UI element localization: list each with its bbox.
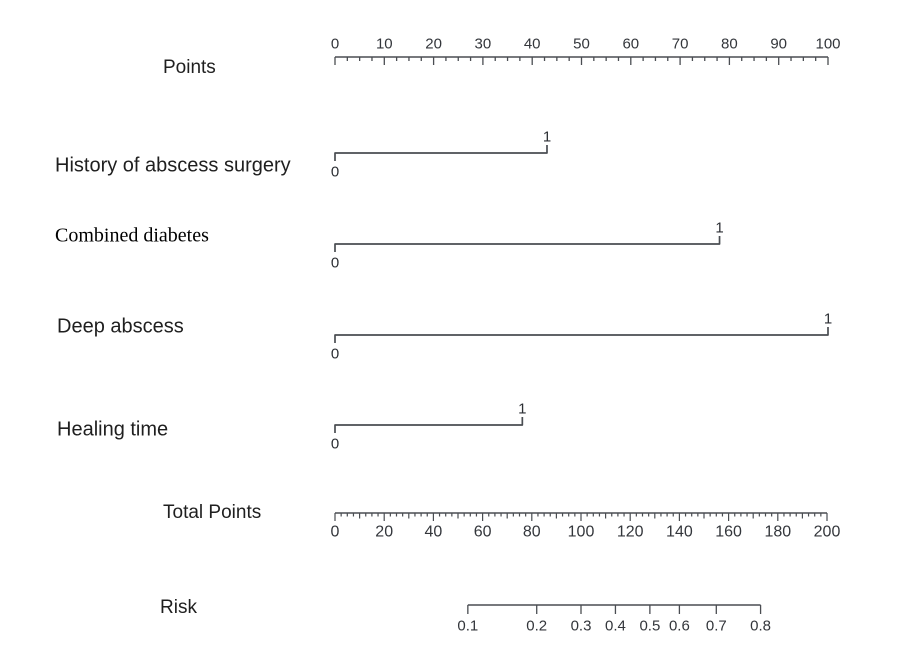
total-points-tick-label: 100 [568, 524, 595, 541]
variable-level-label-1: 1 [518, 401, 526, 418]
variable-level-label-1: 1 [824, 311, 832, 328]
risk-axis-tick-label: 0.1 [457, 618, 478, 635]
variable-level-label-0: 0 [331, 255, 339, 272]
total-points-tick-label: 60 [474, 524, 492, 541]
points-axis-tick-label: 60 [622, 36, 639, 53]
variable-row-line [334, 145, 548, 161]
points-axis-tick-label: 20 [425, 36, 442, 53]
total-points-tick-label: 0 [331, 524, 340, 541]
points-axis-tick-label: 50 [573, 36, 590, 53]
points-axis-tick-label: 30 [475, 36, 492, 53]
variable-row-line [334, 236, 721, 252]
points-axis-tick-label: 40 [524, 36, 541, 53]
risk-axis-tick-label: 0.4 [605, 618, 626, 635]
risk-axis-tick-label: 0.6 [669, 618, 690, 635]
risk-axis-tick-label: 0.2 [526, 618, 547, 635]
variable-level-label-1: 1 [715, 220, 723, 237]
points-axis-tick-label: 80 [721, 36, 738, 53]
points-axis-tick-label: 10 [376, 36, 393, 53]
total-points-tick-label: 80 [523, 524, 541, 541]
variable-row-line [334, 327, 829, 343]
risk-axis-tick-label: 0.3 [571, 618, 592, 635]
total-points-tick-label: 200 [814, 524, 841, 541]
variable-label-combined-diabetes: Combined diabetes [55, 224, 209, 247]
variable-label-history-of-abscess-surgery: History of abscess surgery [55, 154, 291, 177]
points-axis-tick-label: 70 [672, 36, 689, 53]
total-points-tick-label: 20 [375, 524, 393, 541]
risk-axis-tick-label: 0.8 [750, 618, 771, 635]
risk-axis-title: Risk [160, 597, 197, 618]
total-points-axis-title: Total Points [163, 502, 262, 523]
variable-level-label-0: 0 [331, 346, 339, 363]
variable-level-label-1: 1 [543, 129, 551, 146]
risk-axis-tick-label: 0.7 [706, 618, 727, 635]
variable-label-deep-abscess: Deep abscess [57, 315, 184, 338]
variable-level-label-0: 0 [331, 436, 339, 453]
points-axis-tick-label: 90 [770, 36, 787, 53]
points-axis-title: Points [163, 57, 216, 78]
variable-row-line [334, 417, 524, 433]
variable-label-healing-time: Healing time [57, 418, 169, 441]
variable-level-label-0: 0 [331, 164, 339, 181]
total-points-tick-label: 40 [425, 524, 443, 541]
total-points-tick-label: 180 [764, 524, 791, 541]
risk-axis-tick-label: 0.5 [639, 618, 660, 635]
points-axis-tick-label: 0 [331, 36, 339, 53]
total-points-tick-label: 160 [715, 524, 742, 541]
total-points-tick-label: 120 [617, 524, 644, 541]
points-axis-tick-label: 100 [815, 36, 840, 53]
total-points-tick-label: 140 [666, 524, 693, 541]
